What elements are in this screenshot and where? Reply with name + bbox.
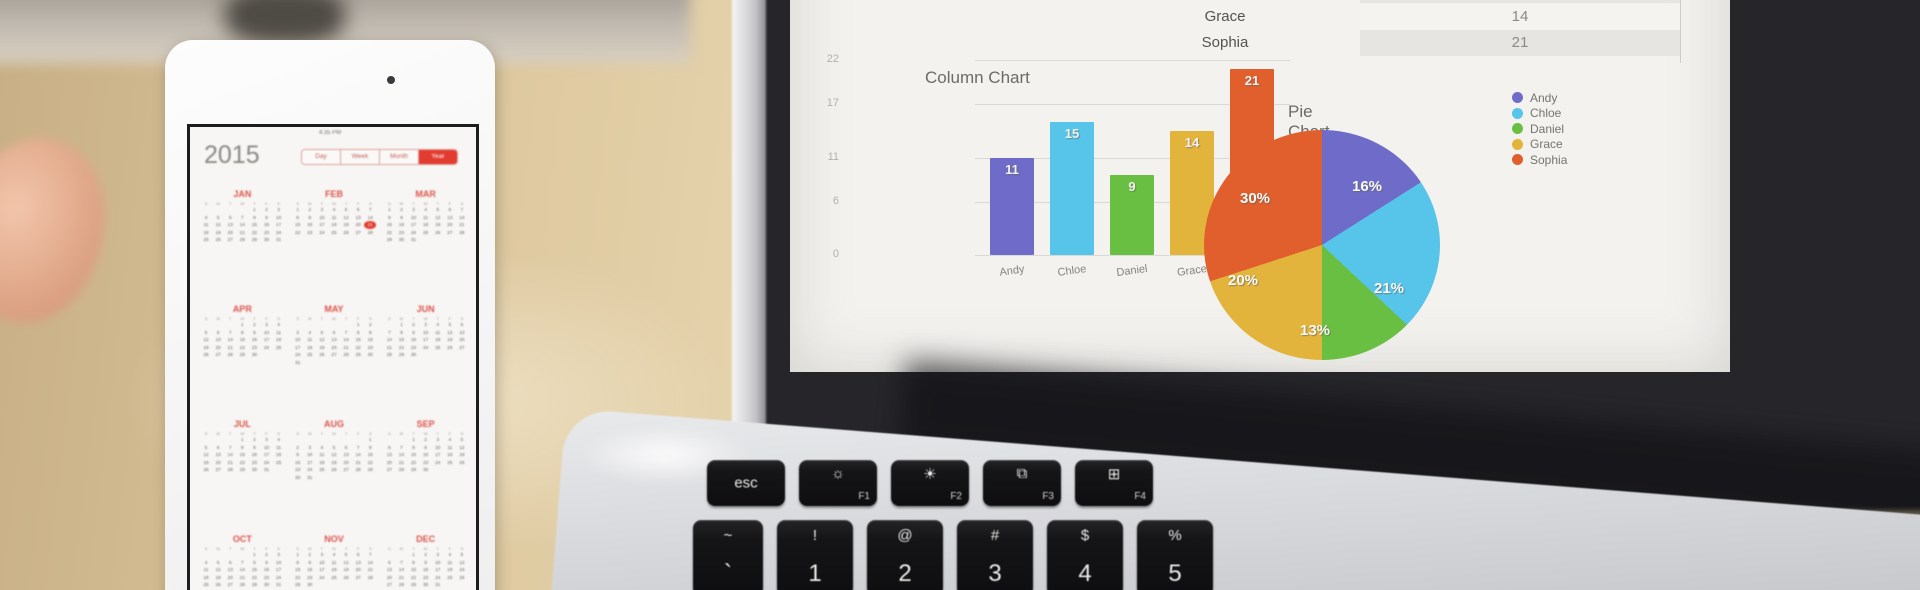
gridline <box>975 104 1290 106</box>
thumb-holding-tablet <box>0 123 123 338</box>
gridline <box>975 60 1290 61</box>
mini-month-nov: NOV S M T W T F S 1 2 3 4 5 6 7 8 9 10 11 12 13 14 15 16 17 18 19 2… <box>295 534 373 587</box>
bar-chloe: 15 <box>1050 122 1094 255</box>
launchpad-key[interactable]: ⊞ F4 <box>1075 460 1153 506</box>
y-axis-tick: 22 <box>826 53 839 65</box>
legend-item: Sophia <box>1512 152 1567 168</box>
column-chart-title: Column Chart <box>925 68 1030 87</box>
y-axis-tick: 6 <box>832 194 839 207</box>
mini-month-feb: FEB S M T W T F S 1 2 3 4 5 6 7 8 9 10 11 12 13 14 15 16 17 18 19 2… <box>292 189 377 299</box>
key-backtick[interactable]: ~ ` <box>693 520 763 590</box>
table-units-cell: 14 <box>1360 3 1680 30</box>
blurred-background-object <box>225 0 345 44</box>
key-2[interactable]: @2 <box>867 520 943 590</box>
calendar-year-title: 2015 <box>204 141 260 169</box>
segment-week[interactable]: Week <box>341 150 380 164</box>
mini-month-mar: MAR S M T W T F S 1 2 3 4 5 6 7 8 9 10 11 12 13 14 15 16 17 18 19 2… <box>386 189 465 242</box>
pie-slice-label-chloe: 21% <box>1374 280 1405 297</box>
mini-month-aug: AUG S M T W T F S 1 2 3 4 5 6 7 8 9 10 11 12 13 14 15 16 17 18 19 2… <box>295 419 373 480</box>
legend-dot-icon <box>1512 154 1523 166</box>
pie-slice-label-sophia: 30% <box>1240 190 1271 207</box>
screen-glare <box>1690 0 1920 10</box>
gridline <box>975 157 1290 159</box>
tablet-front-camera <box>387 76 395 84</box>
segment-day[interactable]: Day <box>302 150 341 164</box>
y-axis-tick: 0 <box>832 248 839 260</box>
pie-graphic <box>1204 130 1440 360</box>
tablet-screen: 4:35 PM 2015 Day Week Month Year JAN S M T W T F S… <box>187 124 479 590</box>
bar-value-label: 11 <box>1005 161 1019 177</box>
y-axis-tick: 17 <box>826 97 839 110</box>
key-1[interactable]: ! 1 <box>777 520 853 590</box>
table-gridline <box>1680 0 1681 63</box>
segment-month[interactable]: Month <box>380 150 419 164</box>
gridline <box>975 255 1290 256</box>
mini-month-jun: JUN S M T W T F S 1 2 3 4 5 6 7 8 9 10 11 12 13 14 15 16 17 18 19 2… <box>386 304 465 357</box>
table-units-cell: 21 <box>1360 30 1680 56</box>
legend-label: Andy <box>1530 90 1558 105</box>
key-4[interactable]: $4 <box>1047 520 1123 590</box>
laptop-aluminum-edge <box>732 0 766 500</box>
table-units-cell: 9 <box>1360 0 1680 3</box>
legend-label: Daniel <box>1530 121 1565 136</box>
mission-control-key[interactable]: ⧉ F3 <box>983 460 1061 506</box>
mini-month-apr: APR S M T W T F S 1 2 3 4 5 6 7 8 9 10 11 12 13 14 15 16 17 18 19 2… <box>203 304 282 357</box>
mini-month-may: MAY S M T W T F S 1 2 3 4 5 6 7 8 9 10 11 12 13 14 15 16 17 18 19 2… <box>295 304 373 365</box>
bar-value-label: 14 <box>1184 134 1200 150</box>
bar-value-label: 21 <box>1244 72 1260 88</box>
mini-month-dec: DEC S M T W T F S 1 2 3 4 5 6 7 8 9 10 11 12 13 14 15 16 17 18 19 2… <box>386 534 465 587</box>
calendar-year-grid: JAN S M T W T F S 1 2 3 4 5 6 7 8 9 10 11 12 13 14 15 16 17 18 19 2… <box>200 189 468 590</box>
pie-legend: Andy Chloe Daniel Grace Sophia <box>1512 90 1567 168</box>
pie-slice-label-daniel: 13% <box>1300 322 1331 339</box>
legend-label: Chloe <box>1530 106 1562 121</box>
key-5[interactable]: % 5 <box>1137 520 1213 590</box>
bar-andy: 11 <box>990 157 1034 255</box>
mini-month-jan: JAN S M T W T F S 1 2 3 4 5 6 7 8 9 10 11 12 13 14 15 16 17 18 19 2… <box>203 189 282 242</box>
brightness-up-icon: ☀ <box>923 466 937 483</box>
pie-slice-label-grace: 20% <box>1228 272 1259 289</box>
mini-month-sep: SEP S M T W T F S 1 2 3 4 5 6 7 8 9 10 11 12 13 14 15 16 17 18 19 2… <box>386 419 465 472</box>
segment-year[interactable]: Year <box>419 150 457 164</box>
key-esc[interactable]: esc <box>707 460 785 506</box>
legend-label: Sophia <box>1530 152 1568 167</box>
legend-dot-icon <box>1512 123 1523 135</box>
calendar-view-segmented-control: Day Week Month Year <box>301 149 458 165</box>
legend-item: Andy <box>1512 90 1567 106</box>
calendar-app: 4:35 PM 2015 Day Week Month Year JAN S M T W T F S… <box>190 127 470 590</box>
brightness-down-icon: ☼ <box>831 465 845 482</box>
table-name-cell: Sophia <box>1201 34 1249 51</box>
launchpad-icon: ⊞ <box>1107 466 1121 483</box>
legend-dot-icon <box>1512 107 1523 119</box>
column-chart: Column Chart 0 6 11 17 22 11 Andy 15 Chloe 9 Danie… <box>780 30 1290 330</box>
legend-dot-icon <box>1512 92 1523 104</box>
legend-item: Daniel <box>1512 121 1567 137</box>
legend-item: Chloe <box>1512 106 1567 122</box>
legend-label: Grace <box>1530 137 1563 152</box>
status-bar-time: 4:35 PM <box>318 130 342 136</box>
legend-item: Grace <box>1512 137 1567 153</box>
mission-control-icon: ⧉ <box>1016 465 1028 482</box>
key-3[interactable]: #3 <box>957 520 1033 590</box>
brightness-down-key[interactable]: ☼ F1 <box>799 460 877 506</box>
y-axis-tick: 11 <box>827 150 839 163</box>
bar-daniel: 9 <box>1110 175 1154 255</box>
legend-dot-icon <box>1512 138 1523 150</box>
bar-value-label: 9 <box>1128 179 1136 195</box>
pie-slice-label-andy: 16% <box>1352 178 1383 195</box>
mini-month-oct: OCT S M T W T F S 1 2 3 4 5 6 7 8 9 10 11 12 13 14 15 16 17 18 19 2… <box>203 534 282 587</box>
table-name-cell: Grace <box>1204 7 1246 25</box>
bar-value-label: 15 <box>1064 126 1080 142</box>
mini-month-jul: JUL S M T W T F S 1 2 3 4 5 6 7 8 9 10 11 12 13 14 15 16 17 18 19 2… <box>203 419 282 472</box>
brightness-up-key[interactable]: ☀ F2 <box>891 460 969 506</box>
